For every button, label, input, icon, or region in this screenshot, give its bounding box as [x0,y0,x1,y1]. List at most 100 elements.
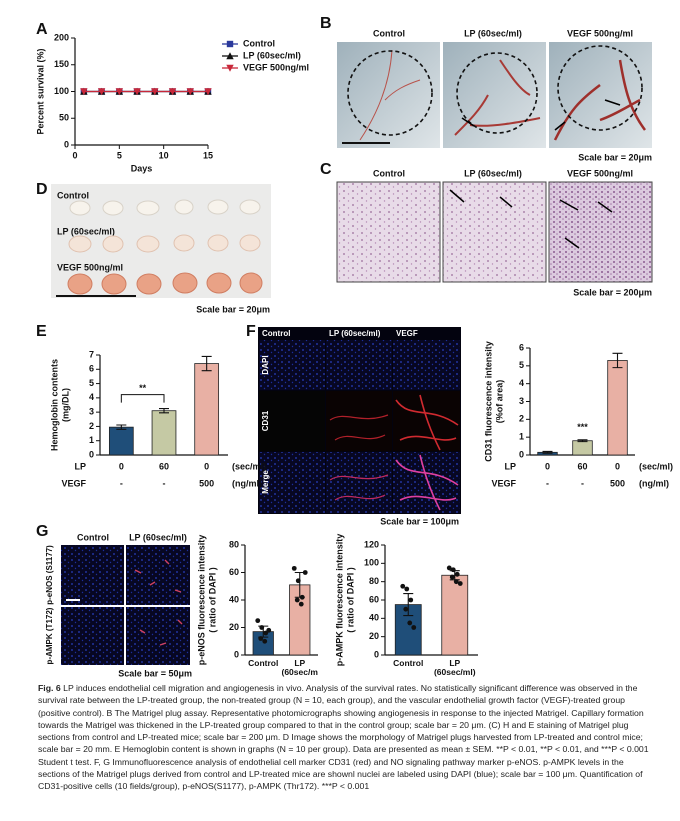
x-tick-label-box: Control [248,659,278,668]
caption-text: LP induces endothelial cell migration an… [38,683,649,792]
y-tick-label: 0 [64,139,69,149]
micrograph [259,452,325,513]
data-point [408,597,414,603]
error-bar [201,355,212,372]
caption-label: Fig. 6 [38,683,61,693]
micrograph [393,340,460,390]
column-label: VEGF 500ng/ml [567,28,633,38]
y-axis-label: p-eNOS fluorescence intensity [196,535,206,666]
error-bar [159,408,169,414]
y-axis-label: (%of area) [494,380,504,424]
plug-outline [456,52,538,134]
arrow [449,189,613,249]
micrograph [259,391,325,451]
plug [136,200,160,216]
y-tick-label: 100 [54,86,69,96]
y-tick-label: 0 [374,649,379,659]
y-tick-label: 6 [519,342,524,352]
row-label: DAPI [261,355,270,374]
plug [206,272,232,294]
y-tick-label: 3 [519,396,524,406]
vessel-stain [395,394,459,451]
row-label: VEGF 500ng/ml [57,262,123,272]
data-point [266,627,272,633]
row-label: CD31 [261,410,270,431]
y-tick-label: 80 [229,539,239,549]
x-table-label: LP [504,461,516,471]
plug [207,234,229,252]
data-point [186,88,194,96]
x-tick-label-box: LP (60sec/ml) [433,659,476,678]
plug [173,234,195,252]
plug-outline [557,45,643,131]
y-tick-label: 2 [519,414,524,424]
y-tick-label: 40 [229,594,239,604]
data-point [259,625,265,630]
micrograph [548,181,653,283]
legend-marker [226,64,234,72]
data-point [80,88,88,96]
y-axis-label: p-AMPK fluorescence intensity [334,534,344,667]
error-bar [403,593,414,617]
x-table-label: LP [74,461,86,471]
data-point [454,571,460,577]
y-tick-label: 4 [519,378,524,388]
row-label: LP (60sec/ml) [57,226,115,236]
plug [136,273,162,295]
micrograph [393,452,460,513]
y-tick-label: 60 [229,567,239,577]
scale-bar-label: Scale bar = 20μm [578,152,652,162]
plug [102,235,124,253]
y-tick-label: 200 [54,32,69,42]
column-label: LP (60sec/ml) [329,329,381,338]
x-tick-label: Control [393,659,424,668]
x-table-cell: 500 [199,478,214,488]
significance-label: *** [577,422,588,432]
panel-label: F [246,323,256,340]
column-label: LP (60sec/ml) [464,168,522,178]
micrograph [126,607,190,665]
significance-bracket [120,394,165,403]
x-tick-label: LP (60sec/ml) [281,659,319,678]
column-label: Control [77,532,109,542]
legend-label: LP (60sec/ml) [243,50,301,60]
micrograph [326,391,392,451]
y-axis-label: Hemoglobin contents [49,359,59,451]
panel-label: A [36,21,48,38]
x-table-cell: 0 [545,461,550,471]
y-tick-label: 50 [59,113,69,123]
photo [549,42,652,148]
micrograph [326,452,392,513]
data-point [133,88,141,96]
bar [108,426,134,456]
plug [136,235,160,253]
scale-bar-label: Scale bar = 50μm [118,668,192,678]
scale-bar-label: Scale bar = 100μm [380,516,459,526]
bar [441,574,469,656]
y-tick-label: 2 [89,421,94,431]
micrograph [61,545,124,605]
scale-bar-label: Scale bar = 200μm [573,287,652,297]
y-tick-label: 100 [364,558,379,568]
micrograph [61,607,124,665]
vessel-stain [329,414,389,441]
data-point [457,581,463,586]
bar [194,363,220,456]
row-label: Merge [261,470,270,494]
error-bar [577,439,588,443]
y-tick-label: 20 [229,622,239,632]
y-tick-label: 4 [89,392,94,402]
x-table-cell: 0 [615,461,620,471]
significance-label: ** [139,383,147,393]
micrograph [126,545,190,605]
error-bar [542,450,553,454]
x-table-cell: - [581,478,584,488]
x-tick-label: LP (60sec/ml) [433,659,476,678]
vessel [553,59,647,141]
photo [337,42,440,148]
x-tick-label: 10 [159,150,169,160]
panel-label: E [36,323,47,340]
data-point [298,601,304,607]
y-tick-label: 40 [369,613,379,623]
data-point [97,88,106,96]
